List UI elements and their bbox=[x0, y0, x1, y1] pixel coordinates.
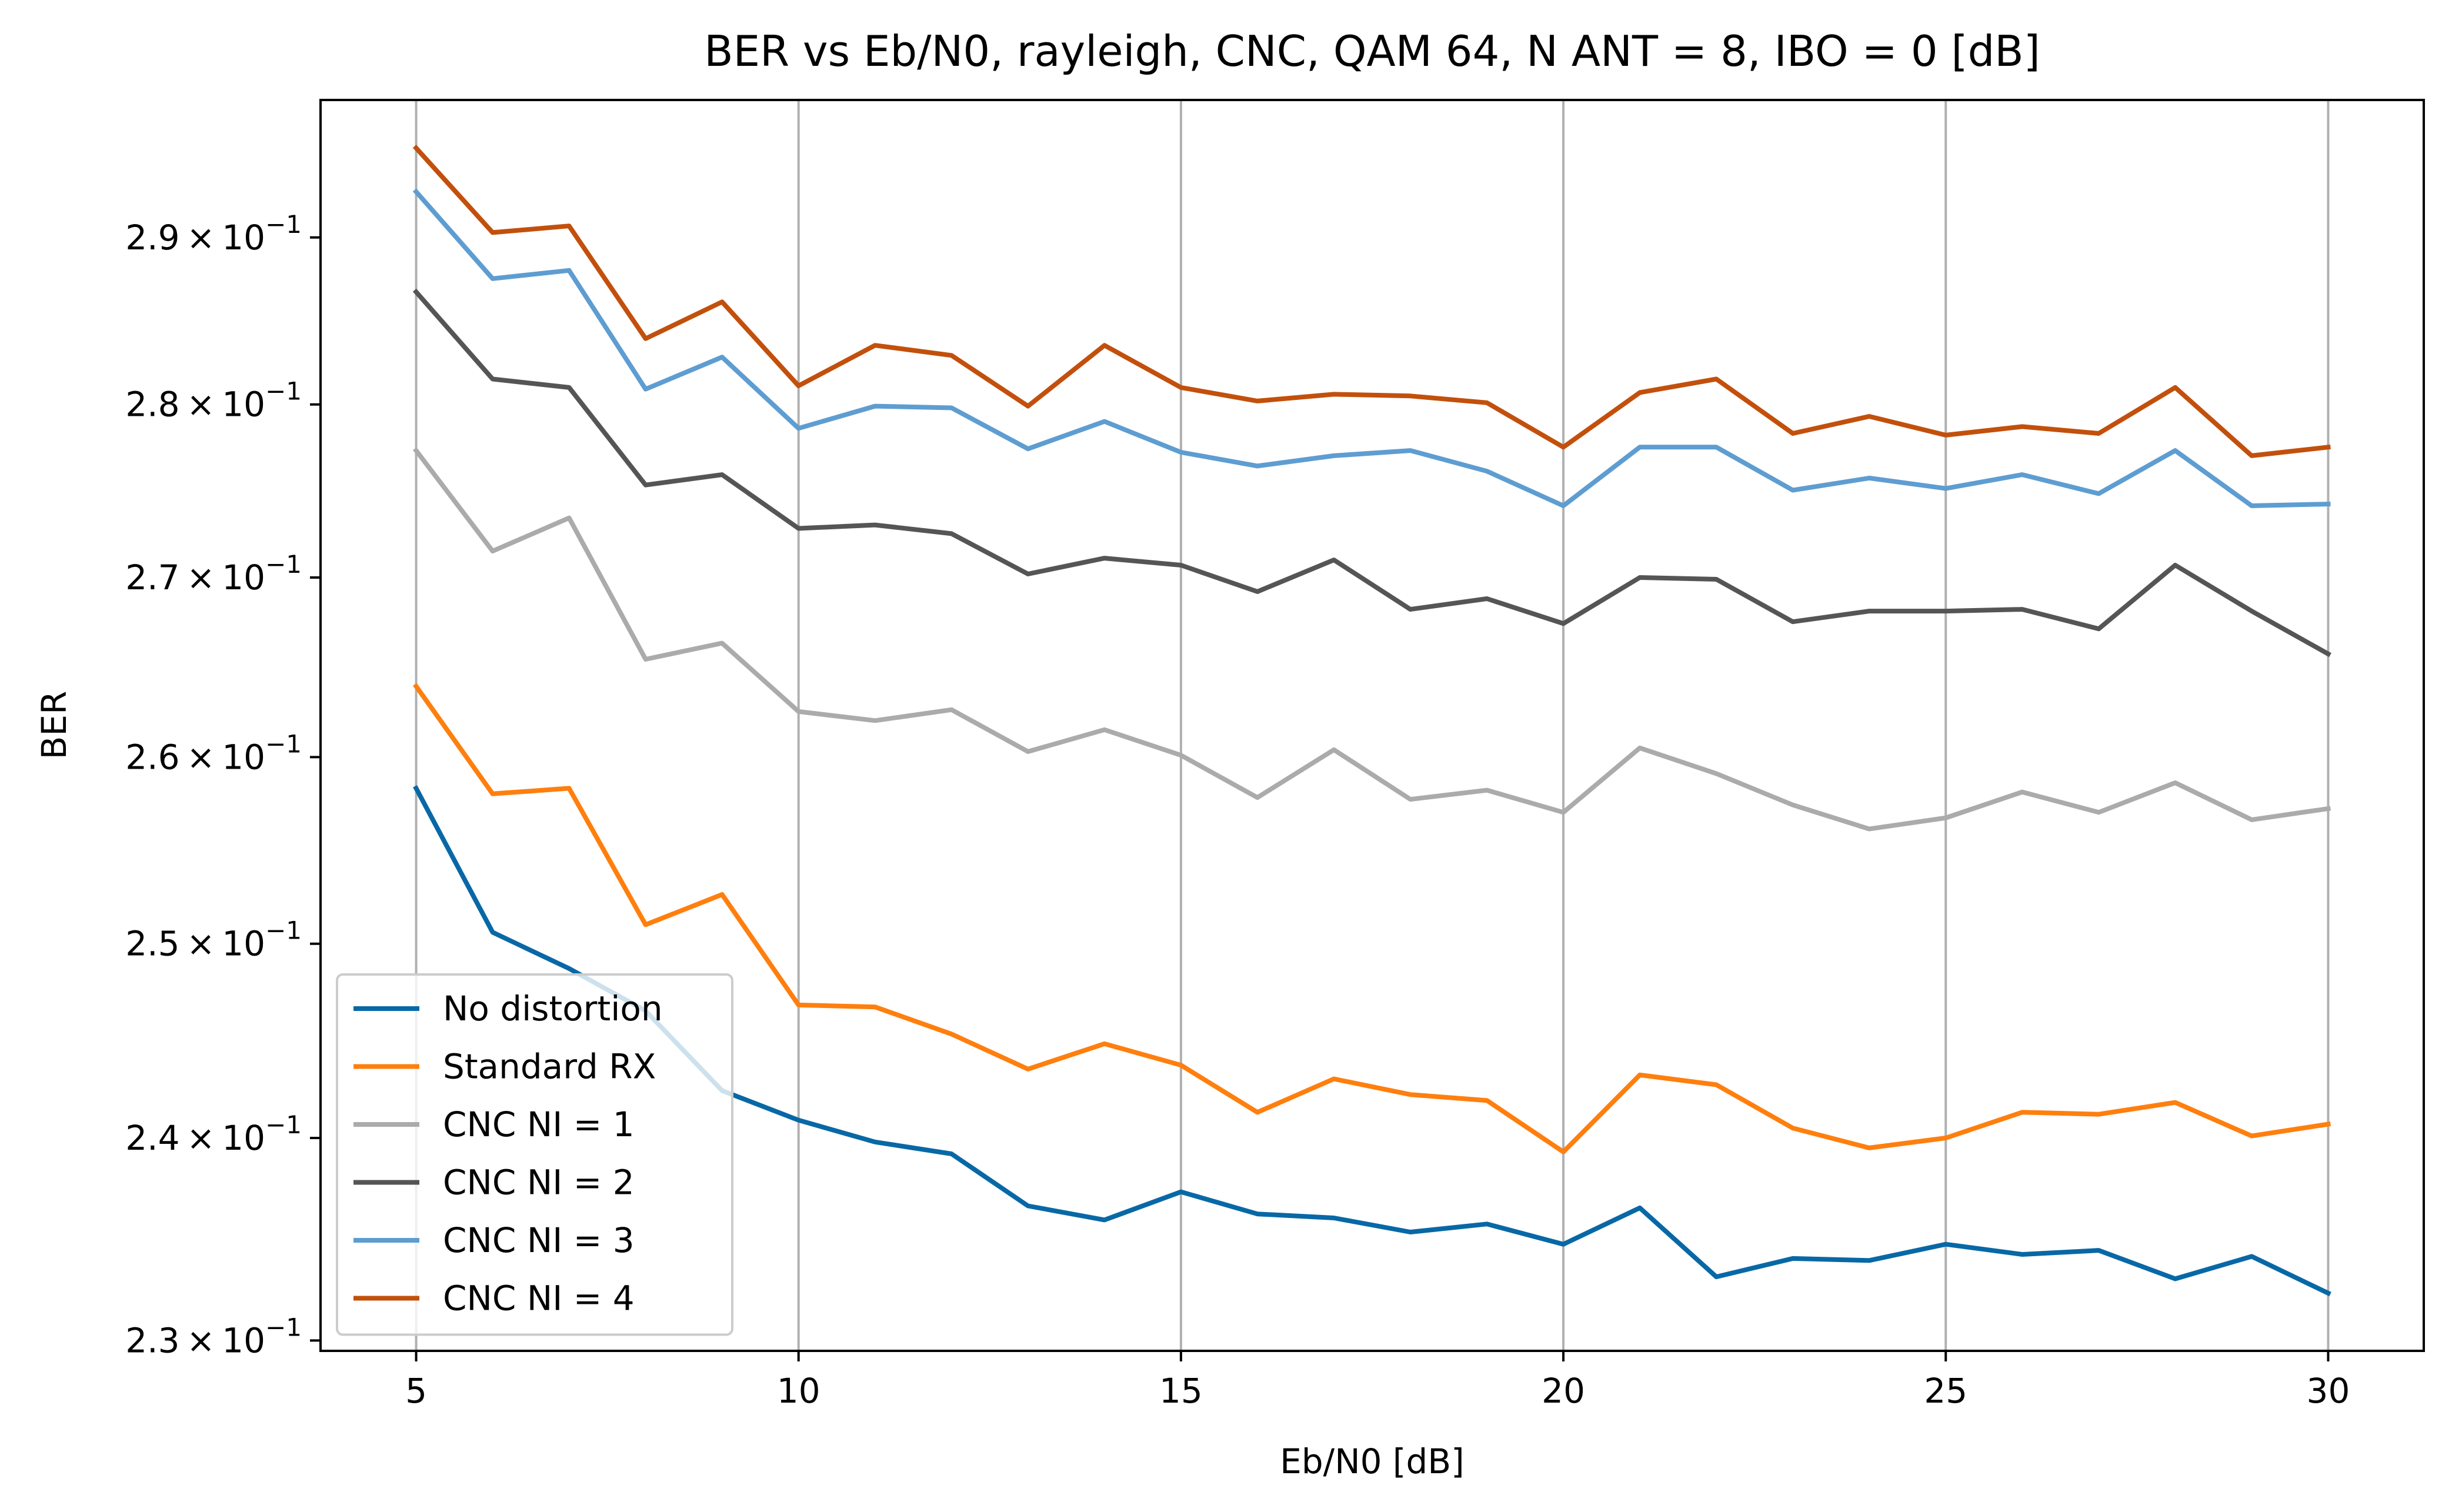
legend-label: CNC NI = 3 bbox=[443, 1220, 635, 1260]
legend-label: CNC NI = 4 bbox=[443, 1279, 635, 1319]
series-line-2 bbox=[412, 683, 2331, 1154]
x-tick-label: 30 bbox=[2307, 1371, 2350, 1411]
series-lines bbox=[412, 145, 2331, 1297]
y-tick-label: 2.4 × 10−1 bbox=[125, 1110, 302, 1158]
plot-area-frame bbox=[319, 99, 2425, 1352]
x-tick-label: 5 bbox=[405, 1371, 427, 1411]
legend: No distortion Standard RX CNC NI = 1 CNC NI… bbox=[336, 973, 733, 1336]
x-tick-label: 15 bbox=[1159, 1371, 1203, 1411]
legend-label: CNC NI = 1 bbox=[443, 1104, 635, 1144]
series-line-5 bbox=[412, 188, 2331, 508]
x-axis-label: Eb/N0 [dB] bbox=[1280, 1441, 1464, 1481]
y-tick-label: 2.7 × 10−1 bbox=[125, 550, 302, 598]
x-axis: 5 10 15 20 25 30 bbox=[405, 1351, 2350, 1411]
legend-label: Standard RX bbox=[443, 1047, 656, 1087]
x-tick-label: 25 bbox=[1924, 1371, 1967, 1411]
legend-label: No distortion bbox=[443, 989, 663, 1029]
y-axis-label: BER bbox=[34, 691, 74, 760]
y-axis: 2.3 × 10−1 2.4 × 10−1 2.5 × 10−1 2.6 × 10−1… bbox=[125, 210, 321, 1360]
series-line-4 bbox=[412, 288, 2331, 657]
legend-label: CNC NI = 2 bbox=[443, 1163, 635, 1203]
y-tick-label: 2.5 × 10−1 bbox=[125, 916, 302, 964]
y-tick-label: 2.8 × 10−1 bbox=[125, 377, 302, 425]
grid-lines bbox=[415, 100, 2330, 1351]
series-line-3 bbox=[412, 447, 2331, 832]
series-line-1 bbox=[413, 785, 2331, 1297]
x-tick-label: 20 bbox=[1542, 1371, 1585, 1411]
legend-box bbox=[336, 973, 733, 1336]
chart-title: BER vs Eb/N0, rayleigh, CNC, QAM 64, N A… bbox=[704, 26, 2040, 76]
y-tick-label: 2.3 × 10−1 bbox=[125, 1313, 302, 1360]
y-tick-label: 2.9 × 10−1 bbox=[125, 210, 302, 258]
x-tick-label: 10 bbox=[777, 1371, 820, 1411]
series-line-6 bbox=[412, 145, 2331, 458]
y-tick-label: 2.6 × 10−1 bbox=[125, 729, 302, 777]
